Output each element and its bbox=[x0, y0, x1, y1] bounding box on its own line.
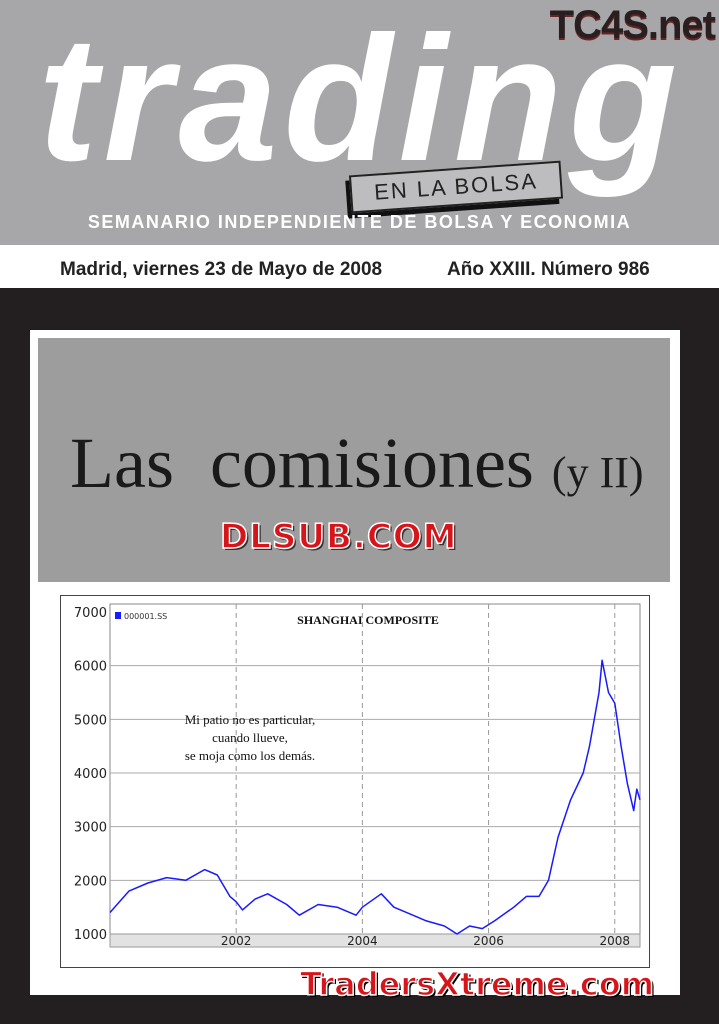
legend-swatch bbox=[115, 612, 121, 619]
tc4s-watermark: TC4S.net bbox=[549, 3, 716, 47]
tradersxtreme-watermark: TradersXtreme.com bbox=[299, 964, 655, 1004]
plot-area bbox=[109, 603, 641, 948]
masthead-logo: trading bbox=[38, 0, 684, 198]
chart-annotation-line: cuando llueve, bbox=[212, 730, 288, 745]
x-axis-strip bbox=[109, 933, 641, 948]
y-tick-label: 6000 bbox=[74, 660, 107, 675]
y-tick-label: 2000 bbox=[74, 874, 107, 889]
dlsub-watermark: DLSUB.COM bbox=[219, 516, 458, 558]
x-tick-label: 2006 bbox=[473, 934, 504, 948]
y-tick-label: 4000 bbox=[74, 767, 107, 782]
x-tick-label: 2008 bbox=[599, 934, 630, 948]
headline-suffix: (y II) bbox=[551, 448, 644, 497]
headline-main: Las comisiones bbox=[70, 423, 534, 503]
issue-number: Año XXIII. Número 986 bbox=[447, 259, 650, 280]
y-tick-label: 5000 bbox=[74, 713, 107, 728]
issue-date: Madrid, viernes 23 de Mayo de 2008 bbox=[60, 259, 383, 280]
headline: Las comisiones (y II) bbox=[70, 420, 644, 516]
chart-title: SHANGHAI COMPOSITE bbox=[297, 613, 439, 627]
chart-annotation-line: se moja como los demás. bbox=[185, 748, 315, 763]
chart-annotation-line: Mi patio no es particular, bbox=[185, 712, 316, 727]
y-tick-label: 3000 bbox=[74, 821, 107, 836]
x-tick-label: 2002 bbox=[221, 934, 252, 948]
series-line bbox=[109, 659, 641, 935]
publication-subtitle: SEMANARIO INDEPENDIENTE DE BOLSA Y ECONO… bbox=[87, 212, 632, 232]
legend-label: 000001.SS bbox=[124, 612, 167, 621]
date-band bbox=[0, 245, 719, 288]
y-tick-label: 1000 bbox=[74, 928, 107, 943]
y-tick-label: 7000 bbox=[74, 606, 107, 621]
x-tick-label: 2004 bbox=[347, 934, 378, 948]
headline-box bbox=[38, 338, 670, 582]
